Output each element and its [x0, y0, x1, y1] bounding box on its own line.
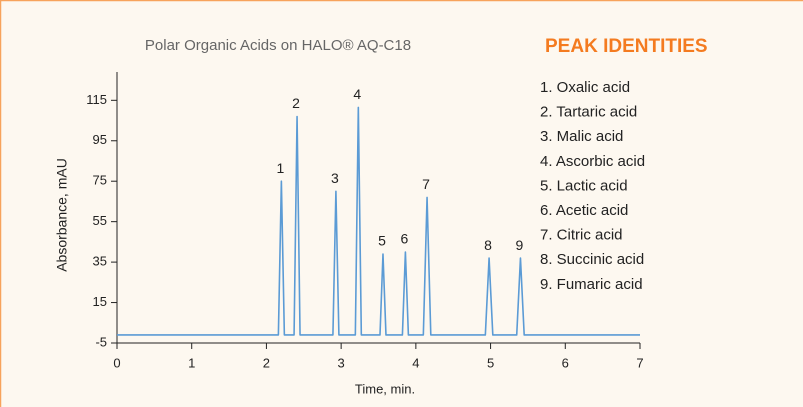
y-tick-label: 35	[93, 254, 107, 269]
chart-title: Polar Organic Acids on HALO® AQ-C18	[145, 37, 411, 54]
chromatogram-line	[117, 106, 640, 336]
peak-label: 6	[400, 231, 408, 247]
legend-item: 8. Succinic acid	[540, 251, 644, 268]
y-tick-label: 55	[93, 213, 107, 228]
legend-item: 7. Citric acid	[540, 227, 623, 244]
peak-label: 9	[516, 237, 524, 253]
legend-title: PEAK IDENTITIES	[545, 36, 708, 57]
legend-item: 2. Tartaric acid	[540, 104, 637, 121]
y-tick-label: 95	[93, 132, 107, 147]
x-tick-label: 3	[338, 355, 345, 370]
y-tick-label: 75	[93, 173, 107, 188]
legend-item: 3. Malic acid	[540, 128, 623, 145]
x-tick-label: 6	[562, 355, 569, 370]
peak-label: 8	[484, 237, 492, 253]
x-tick-label: 0	[113, 355, 120, 370]
x-tick-label: 7	[636, 355, 643, 370]
legend-item: 9. Fumaric acid	[540, 276, 643, 293]
x-axis-label: Time, min.	[355, 381, 415, 396]
y-tick-label: 115	[86, 92, 107, 107]
x-tick-label: 1	[188, 355, 195, 370]
peak-label: 4	[353, 86, 361, 102]
x-tick-label: 2	[263, 355, 270, 370]
legend-item: 4. Ascorbic acid	[540, 153, 645, 170]
peak-label: 1	[276, 160, 284, 176]
y-tick-label: 15	[93, 294, 107, 309]
y-tick-label: -5	[95, 334, 107, 349]
peak-label: 3	[331, 170, 339, 186]
peak-label: 7	[422, 176, 430, 192]
y-axis-label: Absorbance, mAU	[54, 158, 70, 272]
x-tick-label: 5	[487, 355, 494, 370]
peak-label: 2	[292, 95, 300, 111]
legend-item: 1. Oxalic acid	[540, 79, 630, 96]
x-tick-label: 4	[412, 355, 419, 370]
peak-label: 5	[378, 233, 386, 249]
legend-item: 6. Acetic acid	[540, 202, 628, 219]
legend-item: 5. Lactic acid	[540, 177, 628, 194]
